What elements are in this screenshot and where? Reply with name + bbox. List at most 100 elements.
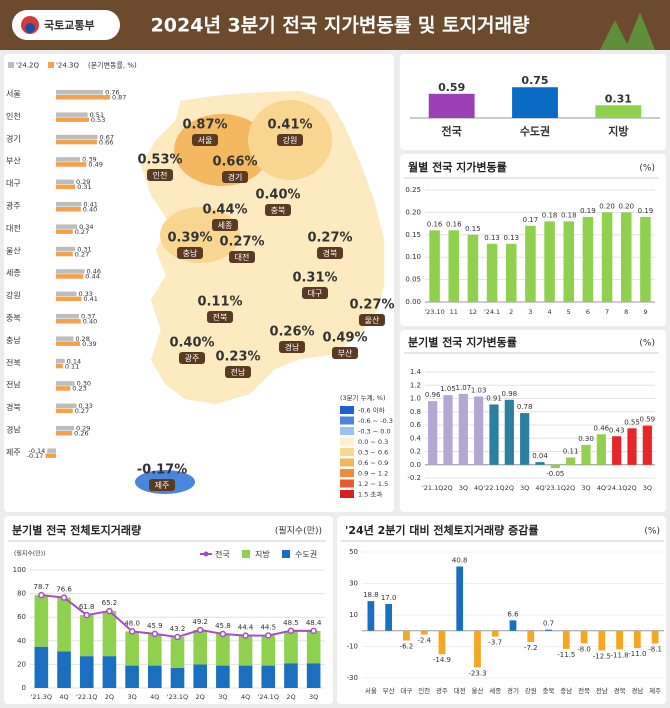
value-label: 0.11 [563, 447, 579, 455]
bar-segment [284, 630, 298, 664]
value-label: 0.44 [85, 273, 99, 281]
legend-label: 0.0 ~ 0.3 [358, 438, 388, 446]
value-label: 0.43 [609, 426, 625, 434]
value-label: 0.27 [75, 407, 89, 415]
value-label: 49.2 [192, 618, 208, 626]
x-tick-label: 2Q [196, 693, 205, 701]
category-label: 세종 [6, 269, 21, 278]
category-label: 제주 [6, 448, 21, 457]
value-label: 0.11 [65, 362, 79, 370]
value-label: 0.20 [599, 202, 615, 210]
value-label: 48.5 [283, 619, 299, 627]
bar [45, 453, 56, 458]
map-name: 강원 [283, 135, 298, 145]
legend-swatch [340, 479, 354, 488]
x-tick-label: 11 [450, 308, 458, 316]
bar [56, 269, 85, 274]
chart-unit: (분기변동률, %) [88, 61, 137, 70]
bar [56, 314, 79, 319]
category-label: 충남 [6, 336, 21, 345]
bar-segment [57, 597, 71, 652]
value-label: 0.96 [425, 391, 441, 399]
map-value: 0.26% [269, 325, 314, 340]
y-tick-label: 0.10 [405, 253, 421, 261]
bar [642, 425, 652, 465]
value-label: 0.23 [72, 385, 86, 393]
bar-segment [148, 665, 162, 688]
y-tick-label: 0 [22, 684, 26, 692]
map-name: 충남 [183, 249, 198, 258]
bar [420, 630, 428, 635]
y-tick-label: 0.4 [410, 434, 422, 442]
x-tick-label: '23.10 [424, 308, 444, 316]
x-tick-label: 4Q [150, 693, 159, 701]
value-label: 0.67 [100, 133, 114, 141]
bar [595, 105, 642, 118]
page-title: 2024년 3분기 전국 지가변동률 및 토지거래량 [151, 15, 530, 37]
category-label: 서울 [6, 90, 21, 99]
bar [505, 243, 517, 302]
value-label: 0.49 [88, 161, 102, 169]
x-tick-label: '21.1Q [422, 484, 443, 492]
y-tick-label: 20 [17, 660, 26, 668]
x-tick-label: 4Q [597, 484, 606, 492]
value-label: 0.04 [532, 452, 548, 460]
category-label: 대구 [6, 179, 21, 188]
bar [367, 601, 375, 631]
map-name: 대구 [308, 289, 323, 298]
y-tick-label: 80 [17, 590, 26, 598]
y-tick-label: 1.2 [410, 381, 421, 389]
map-name: 울산 [365, 315, 380, 325]
map-value: 0.27% [307, 231, 352, 246]
bar [56, 207, 81, 212]
panel [4, 516, 333, 704]
bar [56, 381, 75, 386]
x-tick-label: 3 [528, 308, 532, 316]
chart-unit: (%) [639, 164, 655, 174]
x-tick-label: 3Q [459, 484, 468, 492]
bar [512, 87, 558, 118]
bar-segment [125, 631, 139, 666]
legend-label: 수도권 [295, 549, 317, 559]
map-badge [192, 134, 218, 146]
chart-title: 분기별 전국 지가변동률 [408, 335, 517, 349]
value-label: 0.98 [502, 390, 518, 398]
bar [56, 157, 81, 162]
value-label: 0.19 [580, 207, 596, 215]
line-marker [219, 630, 227, 638]
map-badge [212, 219, 238, 231]
bar [56, 291, 77, 297]
map-badge [147, 169, 173, 181]
bar [56, 336, 74, 341]
y-tick-label: 0.6 [410, 421, 422, 429]
x-tick-label: 7 [605, 308, 609, 316]
bar [56, 90, 104, 95]
x-tick-label: '24.1Q [258, 693, 279, 701]
value-label: 0.18 [561, 211, 577, 219]
value-label: 0.28 [75, 335, 89, 343]
map-legend-title: (3분기 누계, %) [340, 393, 386, 402]
line-marker [196, 626, 204, 634]
value-label: -6.2 [400, 643, 414, 651]
logo-text: 국토교통부 [44, 19, 95, 32]
bar-segment [57, 651, 71, 688]
x-tick-label: '24.1Q [606, 484, 627, 492]
legend-label: '24.3Q [56, 62, 80, 70]
value-label: 18.8 [363, 591, 379, 599]
value-label: 78.7 [34, 583, 50, 591]
value-label: 1.05 [440, 385, 456, 393]
bar [438, 630, 446, 655]
y-tick-label: 0.05 [405, 276, 421, 284]
legend-swatch [48, 62, 54, 68]
value-label: -2.4 [417, 637, 431, 645]
value-label: 0.76 [105, 89, 119, 97]
bar [56, 341, 81, 346]
chart-title: 분기별 전국 전체토지거래량 [12, 523, 141, 537]
value-label: -11.5 [557, 651, 575, 659]
y-tick-label: -30 [347, 674, 358, 682]
bar [458, 393, 468, 465]
map-name: 전남 [231, 367, 246, 377]
bar [633, 630, 641, 649]
bar [56, 112, 88, 117]
